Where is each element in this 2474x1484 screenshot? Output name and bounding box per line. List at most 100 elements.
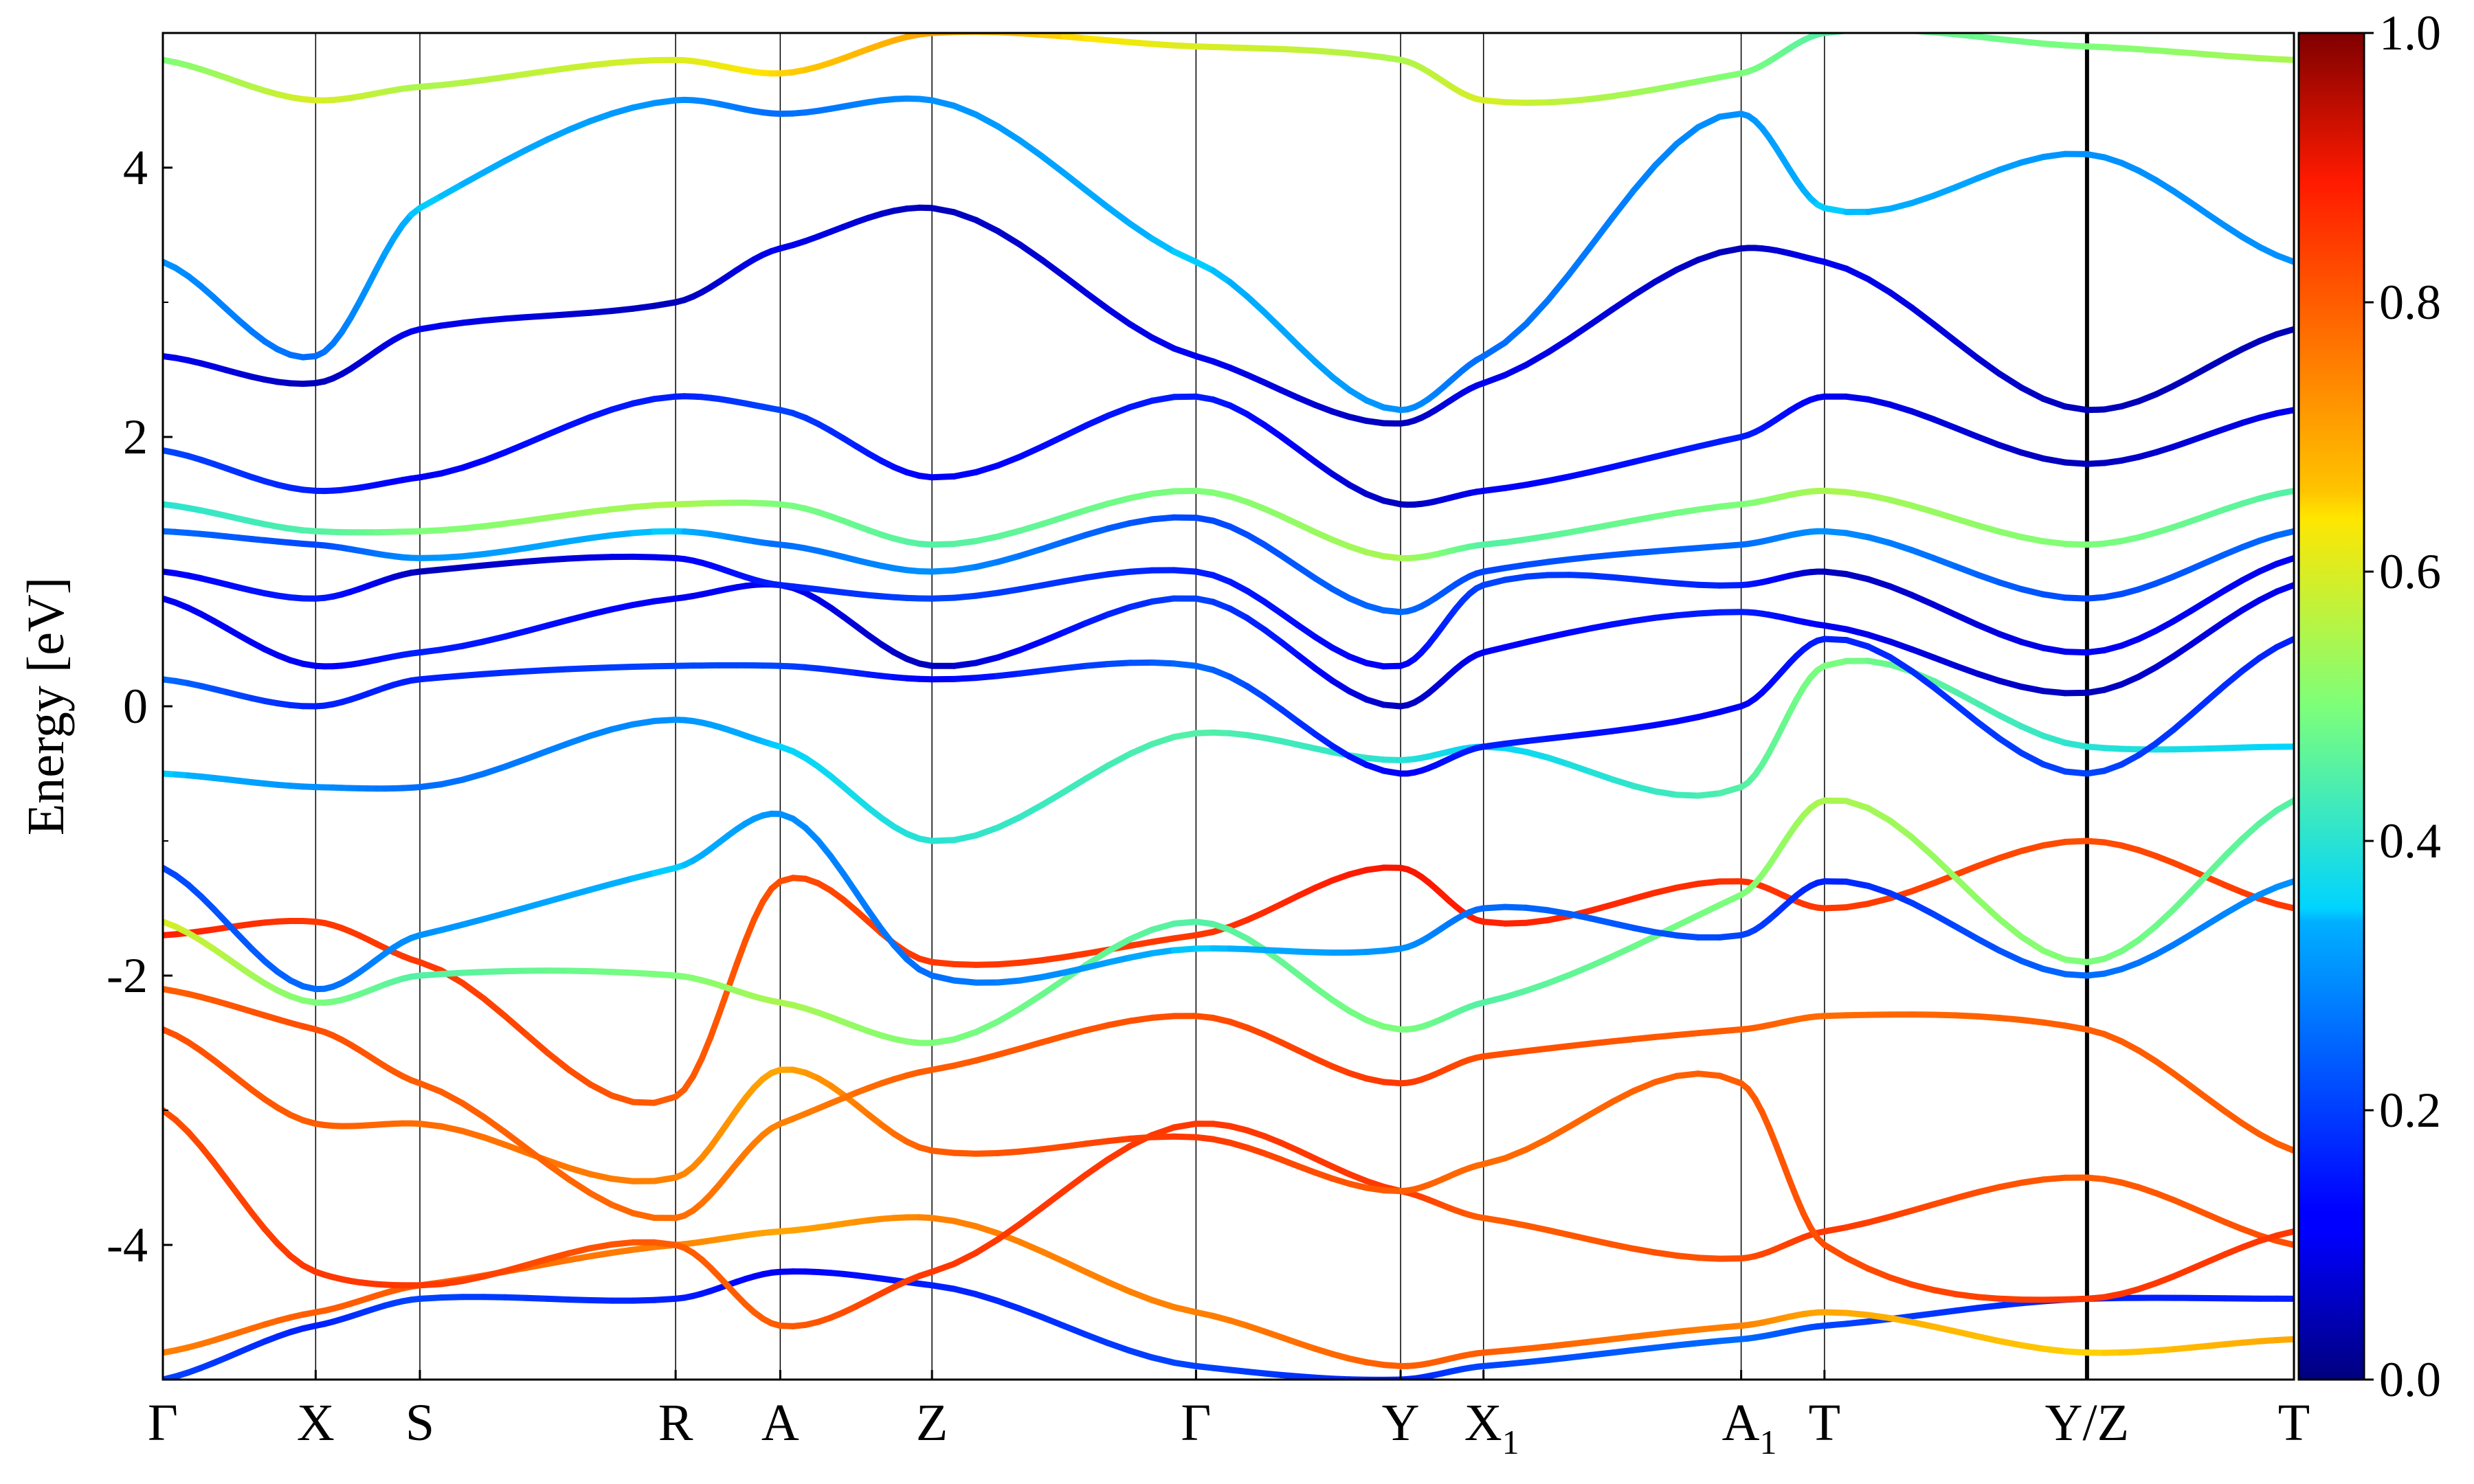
band-segment — [2187, 364, 2211, 381]
band-segment — [1126, 1288, 1155, 1303]
band-segment — [2018, 1342, 2047, 1352]
band-segment — [1673, 443, 1702, 455]
band-segment — [2152, 618, 2176, 634]
band-segment — [2239, 568, 2263, 584]
band-segment — [1695, 113, 1723, 131]
band-segment — [502, 146, 530, 164]
band-segment — [1523, 917, 1551, 926]
band-segment — [1652, 1072, 1680, 1086]
band-segment — [1566, 1351, 1594, 1361]
band-segment — [1104, 954, 1133, 966]
band-segment — [1502, 1345, 1530, 1354]
band-segment — [1227, 927, 1251, 942]
band-segment — [2040, 644, 2069, 655]
band-segment — [2018, 1017, 2047, 1026]
band-segment — [2205, 1095, 2229, 1115]
band-segment — [1695, 1324, 1723, 1333]
band-segment — [1016, 974, 1045, 984]
band-segment — [1082, 412, 1111, 429]
band-segment — [2273, 1140, 2294, 1154]
band-segment — [1227, 673, 1251, 690]
band-segment — [1609, 458, 1637, 471]
band-segment — [2273, 407, 2294, 417]
band-segment — [1630, 783, 1659, 795]
colorbar-tick-label: 0.8 — [2379, 275, 2441, 330]
band-segment — [1038, 954, 1067, 964]
band-segment — [502, 668, 530, 676]
band-segment — [1278, 387, 1302, 401]
band-segment — [1278, 513, 1302, 528]
band-segment — [1523, 1135, 1551, 1153]
band-segment — [1886, 1274, 1915, 1288]
band-segment — [480, 1134, 509, 1148]
band-segment — [1060, 1258, 1089, 1275]
band-segment — [994, 959, 1023, 968]
band-segment — [1974, 1013, 2003, 1022]
band-segment — [1278, 1039, 1302, 1054]
band-segment — [480, 1114, 509, 1136]
band-segment — [950, 209, 979, 223]
band-segment — [1609, 943, 1637, 960]
band-segment — [2239, 891, 2263, 907]
band-segment — [2205, 1211, 2229, 1226]
band-segment — [1843, 1318, 1871, 1327]
band-segment — [1502, 1146, 1530, 1162]
band-segment — [1544, 1340, 1573, 1350]
band-segment — [1082, 289, 1111, 313]
band-segment — [416, 1281, 445, 1289]
band-segment — [1480, 484, 1508, 494]
band-segment — [1587, 1349, 1616, 1358]
band-segment — [1126, 397, 1155, 411]
band-segment — [185, 1129, 205, 1150]
band-segment — [1974, 166, 2003, 181]
band-segment — [459, 457, 487, 471]
band-segment — [1952, 688, 1981, 707]
band-segment — [1082, 571, 1111, 581]
band-segment — [1695, 249, 1723, 263]
band-segment — [1996, 1295, 2025, 1303]
band-segment — [587, 554, 615, 561]
band-segment — [972, 111, 1001, 130]
band-segment — [1673, 580, 1702, 588]
band-segment — [1148, 394, 1177, 404]
band-segment — [1908, 408, 1937, 423]
band-segment — [742, 916, 757, 944]
band-segment — [1566, 730, 1594, 740]
band-segment — [364, 266, 380, 289]
band-segment — [1148, 920, 1177, 933]
band-segment — [1016, 1239, 1045, 1255]
band-segment — [1652, 1032, 1680, 1040]
band-segment — [1227, 524, 1251, 538]
band-segment — [1952, 425, 1981, 440]
band-segment — [1695, 74, 1723, 85]
band-segment — [1126, 1347, 1155, 1361]
band-segment — [1148, 659, 1177, 667]
band-segment — [2152, 177, 2176, 194]
band-segment — [1126, 516, 1155, 526]
band-segment — [1952, 923, 1981, 943]
band-segment — [1908, 646, 1937, 661]
band-segment — [416, 193, 445, 212]
band-segment — [1673, 610, 1702, 619]
band-segment — [1865, 895, 1893, 907]
band-segment — [629, 1210, 658, 1222]
band-segment — [1843, 265, 1871, 282]
band-segment — [608, 504, 636, 513]
band-segment — [1930, 1287, 1959, 1298]
band-segment — [1609, 1347, 1637, 1356]
band-segment — [1716, 245, 1745, 256]
band-segment — [1908, 1201, 1937, 1214]
band-segment — [1996, 159, 2025, 173]
band-segment — [1587, 552, 1616, 561]
band-segment — [2118, 752, 2142, 768]
band-segment — [1974, 936, 2003, 954]
band-segment — [1126, 950, 1155, 961]
band-segment — [459, 551, 487, 560]
band-segment — [1843, 900, 1871, 911]
band-segment — [1544, 754, 1573, 768]
band-segment — [2239, 337, 2263, 352]
band-segment — [1502, 1048, 1530, 1057]
band-segment — [1630, 453, 1659, 465]
band-segment — [1544, 907, 1573, 917]
band-segment — [1587, 901, 1616, 914]
